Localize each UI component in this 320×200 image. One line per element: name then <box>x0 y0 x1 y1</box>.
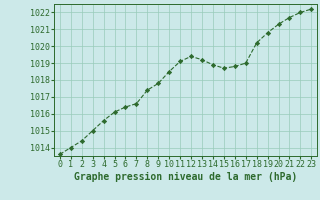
X-axis label: Graphe pression niveau de la mer (hPa): Graphe pression niveau de la mer (hPa) <box>74 172 297 182</box>
